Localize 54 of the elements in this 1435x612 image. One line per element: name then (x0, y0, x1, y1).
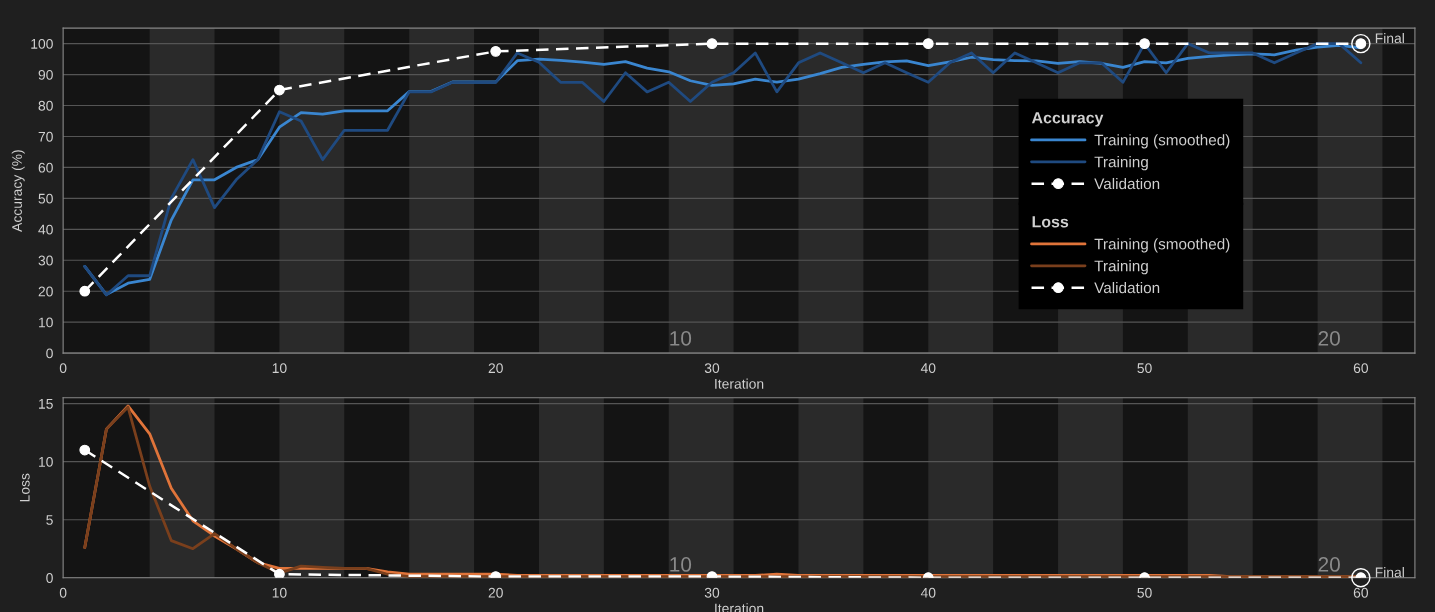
x-axis-title: Iteration (715, 378, 764, 389)
x-tick-label: 30 (704, 587, 720, 598)
legend-label: Training (1094, 156, 1148, 171)
x-tick-label: 20 (488, 363, 503, 374)
legend-title: Accuracy (1031, 112, 1104, 127)
x-tick-label: 60 (1353, 363, 1369, 374)
point (79, 444, 91, 456)
legend-title: Loss (1032, 216, 1069, 228)
y-tick-label: 80 (38, 100, 53, 111)
legend-label: Validation (1094, 281, 1160, 294)
x-tick-label: 50 (1137, 587, 1152, 598)
y-tick-label: 50 (38, 193, 53, 204)
y-tick-label: 70 (38, 131, 53, 142)
annotation: Final (1375, 32, 1404, 44)
y-tick-label: 5 (46, 515, 53, 525)
x-tick-label: 40 (920, 363, 936, 374)
x-tick-label: 50 (1137, 363, 1152, 374)
x-tick-label: 60 (1353, 587, 1369, 598)
x-tick-label: 40 (920, 587, 936, 598)
y-tick-label: 20 (38, 286, 53, 297)
legend-label: Training (smoothed) (1094, 238, 1230, 253)
y-tick-label: 0 (46, 348, 53, 359)
y-tick-label: 60 (38, 162, 53, 173)
point (490, 45, 502, 57)
point (79, 285, 91, 297)
y-tick-label: 100 (31, 38, 53, 49)
legend-label: Training (1094, 260, 1148, 275)
band-label: 10 (670, 557, 692, 572)
legend-label: Validation (1094, 177, 1160, 190)
x-tick-label: 0 (59, 587, 67, 598)
y-tick-label: 90 (38, 69, 53, 80)
x-tick-label: 10 (272, 587, 287, 598)
y-axis-title: Loss (19, 473, 30, 502)
y-tick-label: 30 (38, 255, 53, 266)
y-tick-label: 40 (38, 224, 53, 235)
y-tick-label: 15 (39, 399, 53, 409)
legend-label: Training (smoothed) (1094, 134, 1230, 149)
y-tick-label: 0 (46, 573, 53, 583)
band-label: 10 (670, 331, 692, 346)
band-label: 20 (1318, 331, 1340, 346)
y-tick-label: 10 (39, 456, 53, 467)
x-tick-label: 20 (488, 587, 503, 598)
point (706, 38, 718, 50)
annotation: Final (1375, 567, 1404, 578)
point (274, 84, 285, 96)
x-tick-label: 0 (59, 363, 67, 374)
y-tick-label: 10 (39, 317, 53, 328)
band-label: 20 (1318, 557, 1340, 572)
x-tick-label: 30 (704, 363, 720, 374)
point (922, 38, 934, 50)
y-axis-title: Accuracy (%) (11, 150, 25, 232)
point (1139, 38, 1150, 50)
point (274, 568, 285, 578)
x-tick-label: 10 (272, 363, 287, 374)
